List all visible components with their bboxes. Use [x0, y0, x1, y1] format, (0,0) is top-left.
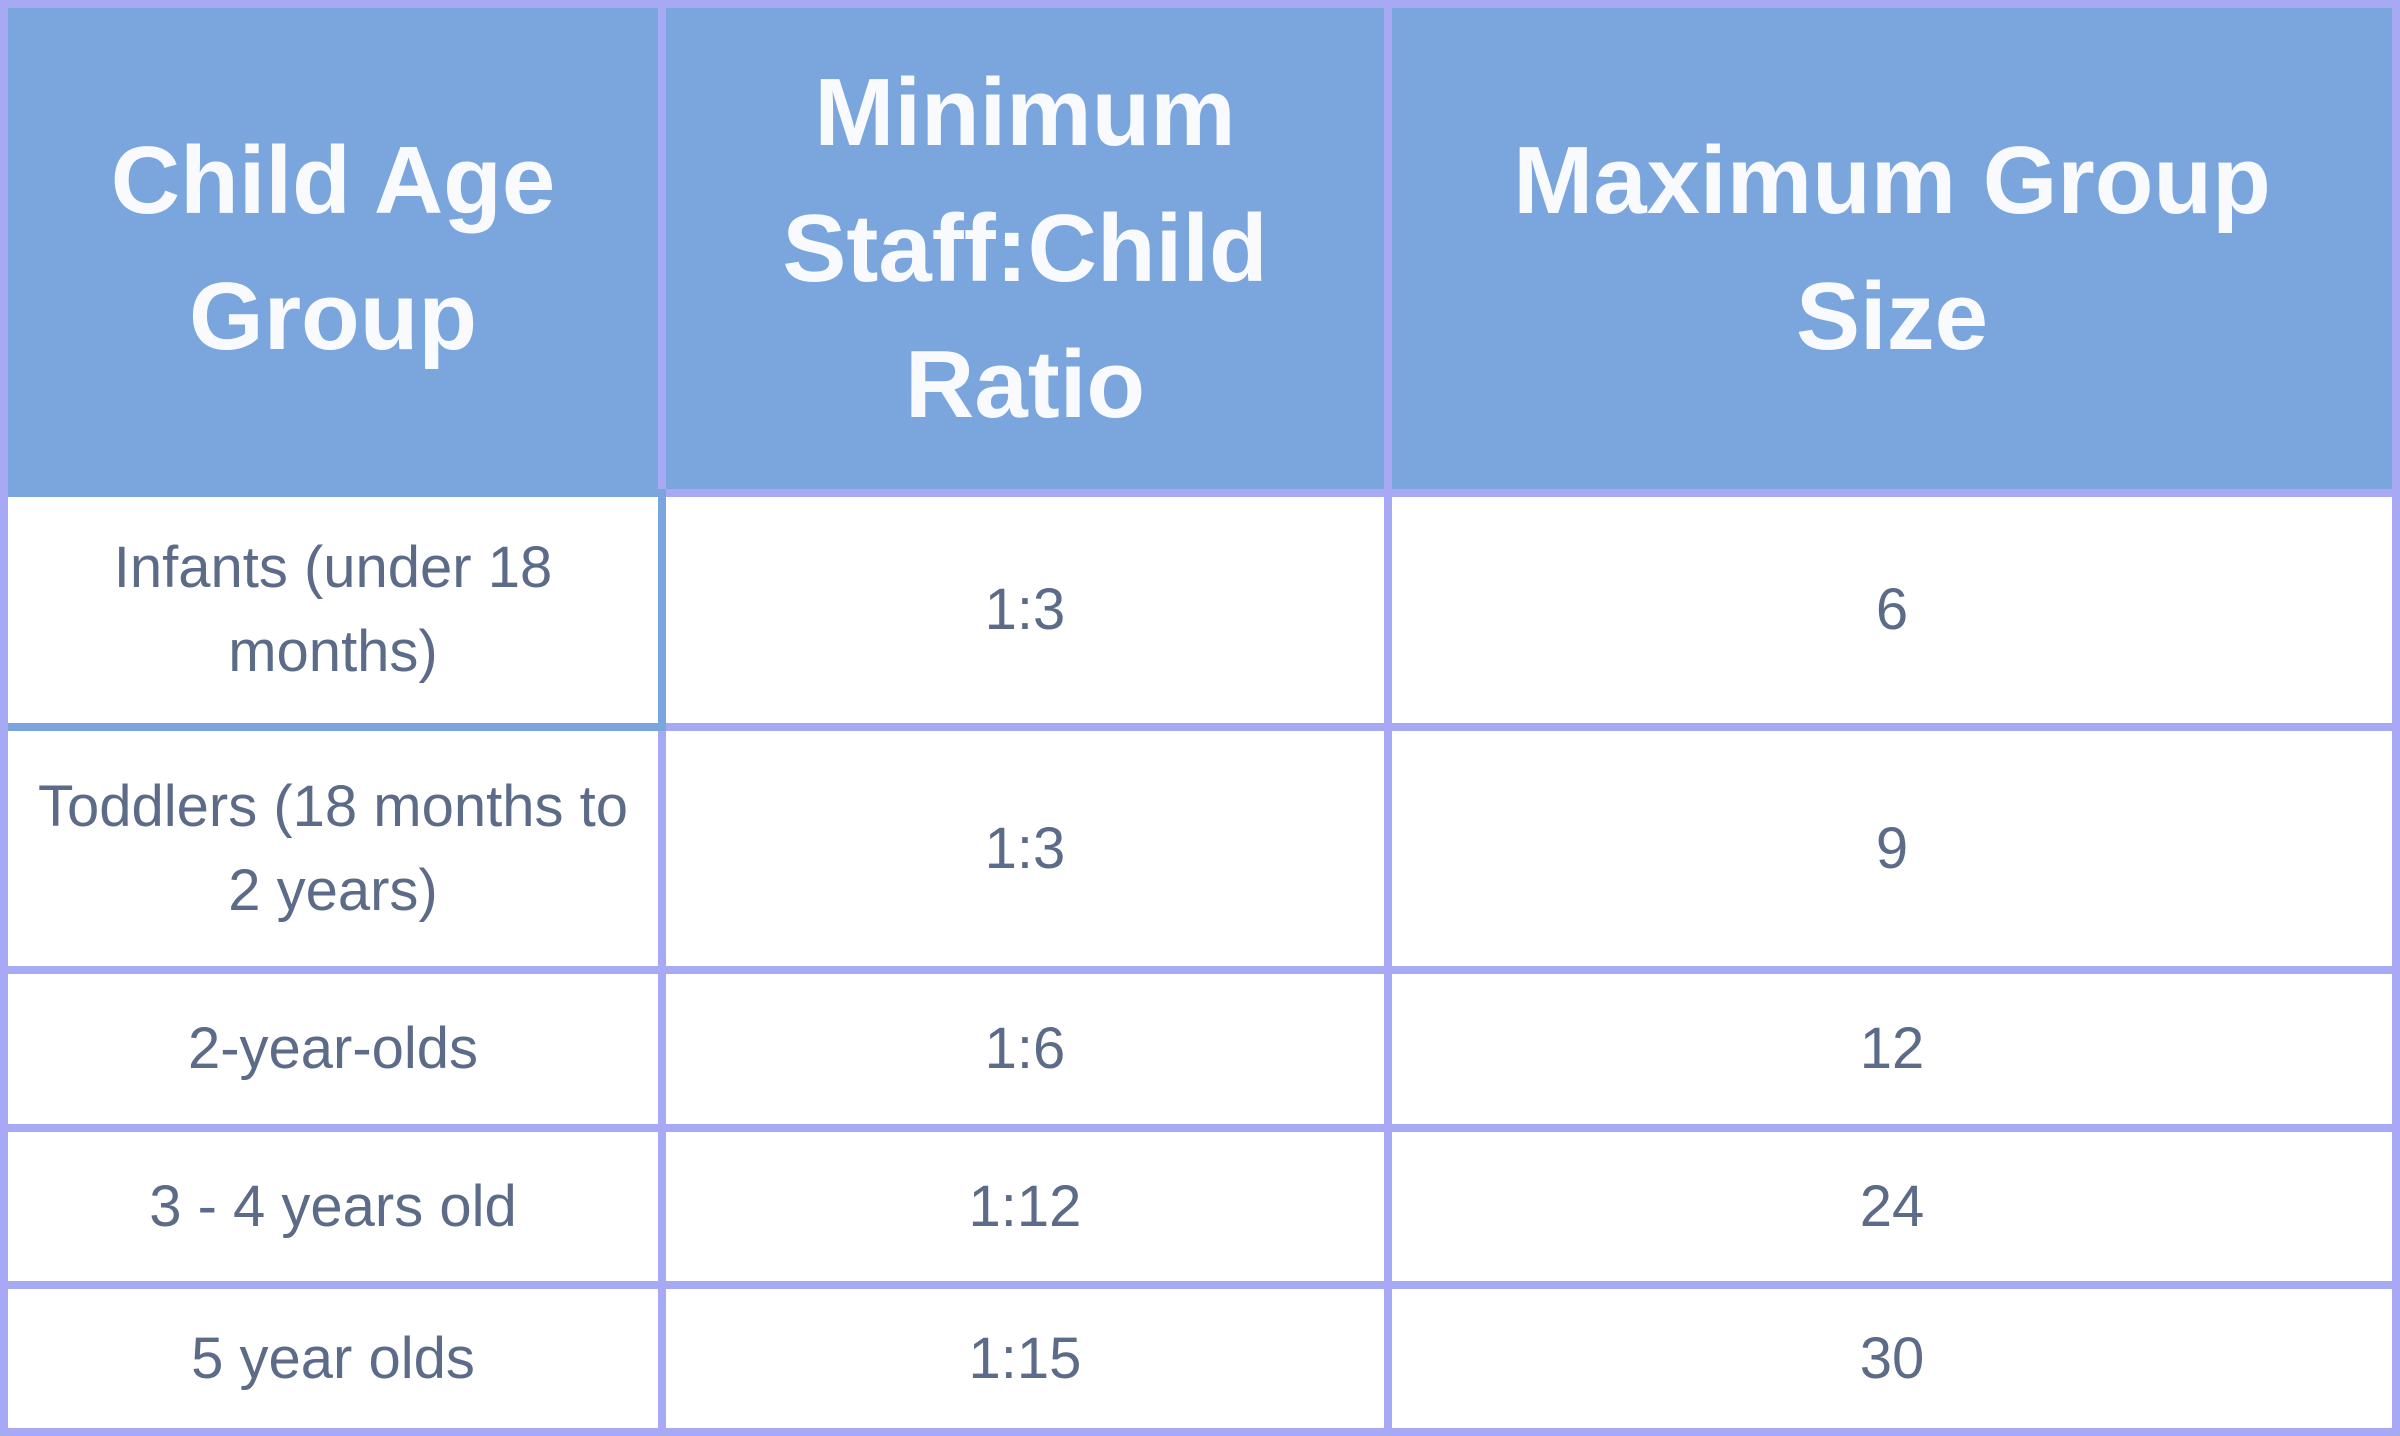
blue-border-segment-right	[658, 489, 666, 731]
cell-max-group-3-4-years: 24	[1392, 1132, 2392, 1281]
cell-max-group-2-year-olds: 12	[1392, 974, 2392, 1124]
cell-max-group-infants: 6	[1392, 497, 2392, 723]
cell-ratio-2-year-olds: 1:6	[666, 974, 1384, 1124]
cell-age-group-3-4-years: 3 - 4 years old	[8, 1132, 658, 1281]
header-cell-min-staff-child-ratio: Minimum Staff:Child Ratio	[666, 8, 1384, 489]
cell-ratio-toddlers: 1:3	[666, 731, 1384, 966]
cell-ratio-infants: 1:3	[666, 497, 1384, 723]
header-cell-max-group-size: Maximum Group Size	[1392, 8, 2392, 489]
cell-age-group-toddlers: Toddlers (18 months to 2 years)	[8, 731, 658, 966]
cell-age-group-5-year-olds: 5 year olds	[8, 1289, 658, 1428]
cell-ratio-3-4-years: 1:12	[666, 1132, 1384, 1281]
cell-max-group-toddlers: 9	[1392, 731, 2392, 966]
blue-border-segment-top	[8, 489, 666, 497]
header-cell-child-age-group: Child Age Group	[8, 8, 658, 489]
cell-ratio-5-year-olds: 1:15	[666, 1289, 1384, 1428]
blue-border-segment-bottom	[8, 723, 666, 731]
cell-age-group-2-year-olds: 2-year-olds	[8, 974, 658, 1124]
cell-max-group-5-year-olds: 30	[1392, 1289, 2392, 1428]
cell-age-group-infants: Infants (under 18 months)	[8, 497, 658, 723]
